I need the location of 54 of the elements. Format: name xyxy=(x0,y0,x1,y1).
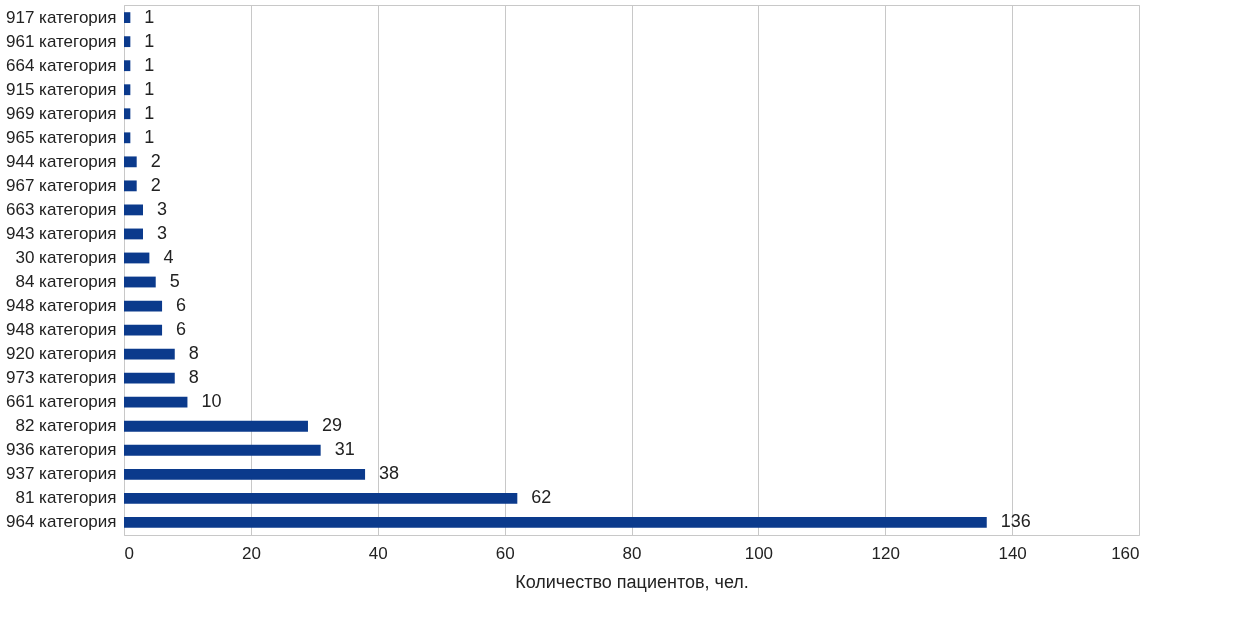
data-label: 62 xyxy=(531,487,552,508)
y-tick-label: 973 категория xyxy=(6,368,117,388)
data-label: 38 xyxy=(379,463,400,484)
data-label: 4 xyxy=(163,246,174,267)
y-tick-label: 917 категория xyxy=(6,7,117,27)
x-tick-label: 80 xyxy=(622,543,642,563)
data-label: 5 xyxy=(169,271,180,292)
y-tick-label: 937 категория xyxy=(6,464,117,484)
x-tick-label: 0 xyxy=(124,543,134,563)
data-label: 1 xyxy=(144,30,155,51)
x-tick-label: 140 xyxy=(998,543,1027,563)
data-label: 8 xyxy=(188,367,199,388)
x-tick-label: 120 xyxy=(871,543,900,563)
y-tick-label: 30 категория xyxy=(15,247,117,267)
x-tick-label: 40 xyxy=(368,543,388,563)
data-label: 6 xyxy=(176,295,187,316)
data-label: 2 xyxy=(150,174,161,195)
y-tick-label: 663 категория xyxy=(6,199,117,219)
x-tick-label: 160 xyxy=(1111,543,1140,563)
y-tick-label: 82 категория xyxy=(15,416,117,436)
y-tick-label: 943 категория xyxy=(6,223,117,243)
x-tick-label: 100 xyxy=(744,543,774,563)
y-tick-label: 920 категория xyxy=(6,344,117,364)
y-tick-label: 967 категория xyxy=(6,175,117,195)
x-tick-label: 20 xyxy=(241,543,261,563)
data-label: 1 xyxy=(144,102,155,123)
data-label: 136 xyxy=(1000,511,1031,532)
data-label: 2 xyxy=(150,150,161,171)
x-tick-label: 60 xyxy=(495,543,515,563)
y-tick-label: 915 категория xyxy=(6,79,117,99)
data-label: 1 xyxy=(144,126,155,147)
y-tick-label: 961 категория xyxy=(6,31,117,51)
y-tick-label: 661 категория xyxy=(6,392,117,412)
y-tick-label: 948 категория xyxy=(6,296,117,316)
data-label: 31 xyxy=(334,439,355,460)
data-label: 3 xyxy=(157,198,168,219)
y-tick-label: 664 категория xyxy=(6,55,117,75)
y-tick-label: 81 категория xyxy=(15,488,117,508)
data-label: 1 xyxy=(144,6,155,27)
data-label: 6 xyxy=(176,319,187,340)
y-tick-label: 964 категория xyxy=(6,512,117,532)
data-label: 29 xyxy=(321,415,342,436)
data-label: 3 xyxy=(157,222,168,243)
x-axis-title: Количество пациентов, чел. xyxy=(515,571,749,592)
y-tick-label: 936 категория xyxy=(6,440,117,460)
data-label: 1 xyxy=(144,54,155,75)
data-label: 1 xyxy=(144,78,155,99)
y-tick-label: 969 категория xyxy=(6,103,117,123)
y-tick-label: 948 категория xyxy=(6,320,117,340)
data-label: 10 xyxy=(201,391,222,412)
y-tick-label: 944 категория xyxy=(6,151,117,171)
y-tick-label: 965 категория xyxy=(6,127,117,147)
data-label: 8 xyxy=(188,343,199,364)
y-tick-label: 84 категория xyxy=(15,272,117,292)
